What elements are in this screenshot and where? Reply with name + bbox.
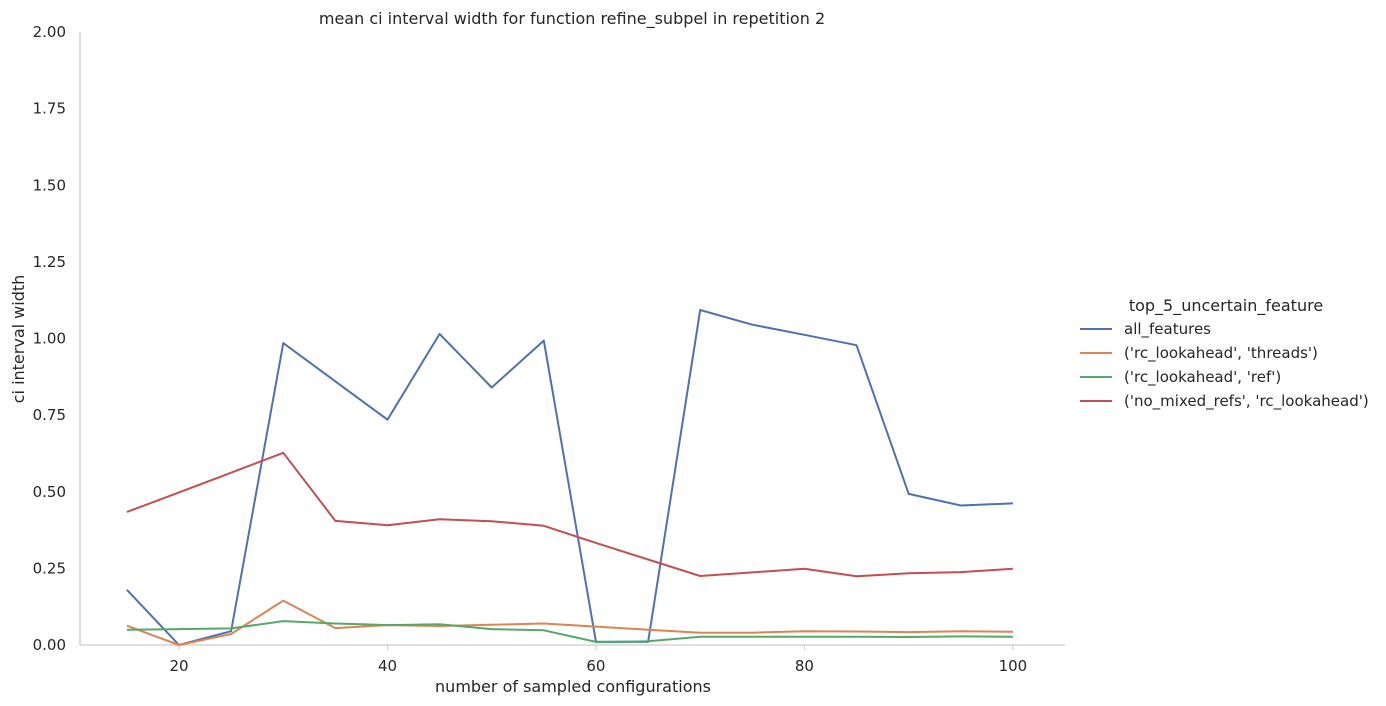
- legend-label: ('rc_lookahead', 'ref'): [1124, 368, 1281, 387]
- series-line: [126, 599, 1013, 646]
- y-tick-label: 0.25: [33, 559, 66, 577]
- y-tick-label: 0.50: [33, 483, 66, 501]
- legend-title: top_5_uncertain_feature: [1129, 296, 1323, 316]
- legend-label: ('no_mixed_refs', 'rc_lookahead'): [1124, 392, 1369, 411]
- y-axis-label: ci interval width: [9, 275, 28, 404]
- y-tick-label: 0.00: [33, 636, 66, 654]
- legend-label: ('rc_lookahead', 'threads'): [1124, 344, 1318, 363]
- chart-title: mean ci interval width for function refi…: [319, 9, 825, 29]
- series-line: [126, 309, 1013, 646]
- y-tick-label: 0.75: [33, 406, 66, 424]
- x-tick-label: 60: [586, 657, 605, 675]
- x-axis-ticks: 20 40 60 80 100: [169, 645, 1027, 675]
- series-line: [126, 451, 1013, 578]
- y-tick-label: 1.50: [33, 176, 66, 194]
- legend-items: all_features ('rc_lookahead', 'threads') (…: [1080, 320, 1369, 411]
- y-axis-ticks: 0.00 0.25 0.50 0.75 1.00 1.25 1.50 1.75 2.00: [33, 23, 66, 654]
- series-lines: [126, 309, 1013, 646]
- y-tick-label: 1.75: [33, 100, 66, 118]
- legend: top_5_uncertain_feature all_features ('rc…: [1080, 296, 1369, 411]
- x-tick-label: 40: [378, 657, 397, 675]
- y-tick-label: 1.25: [33, 253, 66, 271]
- x-tick-label: 100: [999, 657, 1028, 675]
- x-tick-label: 80: [795, 657, 814, 675]
- series-line: [126, 620, 1013, 643]
- legend-label: all_features: [1124, 320, 1211, 339]
- x-axis-label: number of sampled configurations: [435, 677, 711, 696]
- y-tick-label: 2.00: [33, 23, 66, 41]
- y-tick-label: 1.00: [33, 330, 66, 348]
- x-tick-label: 20: [169, 657, 188, 675]
